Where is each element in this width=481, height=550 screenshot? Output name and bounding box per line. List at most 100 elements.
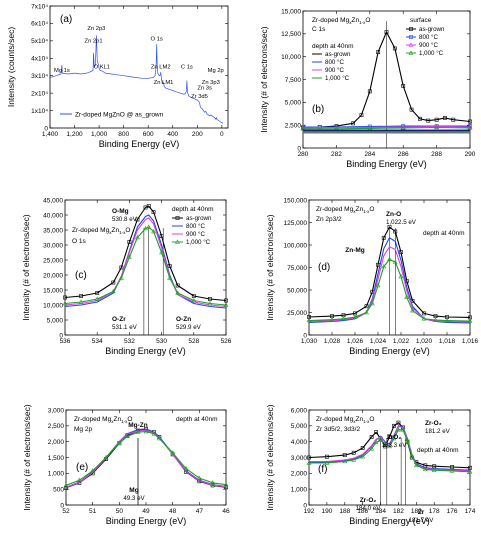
panel-c-series-line-2 [64, 217, 227, 308]
panel-c-series-0-marker-13 [191, 294, 196, 298]
panel-e-series-3-marker-12 [196, 475, 202, 480]
panel-c-series-0-marker-3 [111, 280, 116, 285]
panel-c-annotation-value-0: 530.8 eV [112, 216, 138, 223]
panel-e-title-part-4: O [127, 416, 132, 423]
panel-d-ytick-label-0: 0 [303, 332, 307, 339]
panel-d-series-0-marker-13 [422, 311, 426, 316]
panel-c-legend-title: depth at 40nm [172, 206, 214, 213]
panel-b-legend-label-1: 800 °C [419, 34, 439, 41]
panel-f-series-0-marker-0 [307, 455, 311, 460]
panel-e-xtick-label-1: 51 [89, 508, 97, 515]
panel-e-series-3-marker-14 [223, 482, 229, 487]
panel-c-panel-letter: (c) [75, 270, 87, 281]
panel-c-series-0-marker-11 [167, 264, 172, 268]
panel-e-ytick-label-1: 500 [53, 486, 64, 493]
panel-c-legend-marker-marker-0 [175, 216, 180, 220]
panel-e-ytick-label-5: 2,500 [48, 423, 65, 430]
panel-c-legend-marker-marker-3 [175, 239, 180, 244]
panel-d-series-3-marker-1 [329, 317, 335, 322]
panel-a-ytick-label-4: 4x10⁴ [31, 56, 48, 63]
panel-b-series-0-marker-7 [384, 30, 389, 34]
panel-f-series-2 [309, 426, 471, 472]
panel-e-ytick-label-6: 3,000 [48, 407, 65, 414]
panel-b-legend-label-7: 1,000 °C [325, 75, 350, 82]
panel-f-ytick-label-6: 6,000 [291, 407, 308, 414]
panel-a-peak-label-4: Mg 1s [54, 68, 70, 74]
panel-c-series-0-marker-12 [175, 283, 180, 288]
panel-f-xtick-label-9: 174 [465, 508, 476, 515]
panel-b-xtick-label-5: 290 [465, 151, 476, 158]
panel-c-ylabel: Intensity (# of electrons/sec) [21, 214, 31, 320]
panel-a-peak-label-3: O KL1 [94, 64, 110, 70]
panel-f-series-0-marker-5 [369, 435, 374, 439]
panel-d-annotation-label-0: Zn-Mg [345, 247, 365, 254]
panel-f-series-3-marker-6 [373, 439, 379, 445]
panel-d-series-3-marker-12 [410, 308, 415, 313]
panel-d-ytick-label-3: 75,000 [287, 265, 307, 272]
panel-a-xtick-label-3: 800 [118, 131, 129, 138]
panel-f-series-3-marker-19 [467, 469, 473, 474]
panel-c-ytick-label-9: 45,000 [43, 197, 63, 204]
panel-e-series-3-marker-1 [76, 477, 82, 483]
panel-e-annotation-label-0: Mg-Zn [128, 422, 148, 429]
panel-f-series-3-marker-8 [382, 441, 388, 446]
panel-b-ytick-label-6: 15,000 [281, 8, 301, 15]
panel-b-series-3-marker-3 [400, 125, 406, 130]
panel-f-series-3 [306, 427, 473, 474]
panel-b-ytick-label-0: 0 [297, 145, 301, 152]
panel-c-series-3 [62, 224, 229, 307]
panel-b-legend-label-3: 1,000 °C [419, 50, 444, 57]
panel-f-series-3-marker-2 [342, 458, 348, 464]
panel-e-series-3-marker-10 [170, 450, 176, 455]
panel-e-title: Zr-doped MgxZn1-xO [74, 416, 132, 424]
panel-f-series-line-2 [309, 426, 471, 472]
panel-e-ytick-label-2: 1,000 [48, 471, 65, 478]
panel-d-series-line-3 [308, 258, 471, 322]
panel-b-series-3-marker-4 [434, 124, 440, 130]
panel-e: 52 51 50 49 48 47 46 0 500 1,000 1,500 2,000 2,500 3,… [22, 404, 230, 526]
panel-b-title: Zr-doped MgxZn1-xO [312, 17, 370, 25]
panel-c-ytick-label-6: 30,000 [43, 242, 63, 249]
panel-a-xtick-label-4: 600 [143, 131, 154, 138]
panel-f-title-part-3: 1-x [363, 419, 370, 424]
panel-f-series-3-marker-0 [306, 460, 312, 465]
panel-f-series-3-marker-11 [396, 427, 401, 432]
panel-f-ylabel: Intensity (# of electrons/sec) [265, 404, 275, 510]
panel-d-annotation-label-1: Zn-O [386, 211, 401, 218]
panel-d-series-3-marker-14 [433, 317, 438, 322]
panel-e-title-part-0: Zr-doped Mg [74, 416, 112, 423]
panel-b-ytick-label-3: 7,500 [285, 77, 302, 84]
panel-b-ytick-label-5: 12,500 [281, 31, 301, 38]
panel-d-ytick-label-6: 150,000 [284, 197, 308, 204]
panel-e-ylabel: Intensity (# of electrons/sec) [22, 404, 32, 510]
panel-b-series-0-marker-4 [359, 113, 364, 118]
panel-b-series-0-marker-11 [417, 116, 422, 121]
panel-a-xtick-label-5: 400 [167, 131, 178, 138]
panel-b-series-0-marker-3 [351, 121, 356, 126]
panel-f-series-3-marker-18 [449, 468, 455, 473]
panel-f-series-3-marker-12 [400, 427, 406, 432]
panel-f-title-part-4: O [369, 416, 374, 423]
panel-d-xtick-label-6: 1,018 [439, 338, 456, 345]
panel-c-series-3-marker-12 [175, 290, 181, 295]
panel-c-xtick-label-1: 534 [92, 338, 103, 345]
panel-b-series-3-marker-5 [467, 125, 473, 130]
panel-d-series-3-marker-3 [352, 314, 358, 319]
panel-b-subtitle: C 1s [312, 26, 326, 33]
panel-f-annotation-value-3: 181.7 eV [409, 517, 435, 524]
panel-c-title-part-0: Zr-doped Mg [72, 227, 110, 234]
panel-f-title-part-2: Zn [355, 416, 363, 423]
panel-b: 280 282 284 286 288 290 0 2,500 5,000 7,500 10,000… [259, 8, 476, 169]
panel-b-legend-marker-marker-3 [408, 50, 414, 55]
panel-d-xlabel: Binding Energy (eV) [349, 346, 430, 356]
panel-f-annotation-label-0: ZrO₂ [387, 434, 402, 441]
panel-c-series-3-marker-5 [126, 254, 132, 259]
panel-c-series-0-marker-4 [119, 265, 124, 270]
panel-f-series-0-marker-3 [351, 450, 356, 455]
panel-c-series-0-marker-14 [208, 297, 212, 301]
panel-a-legend-label: Zr-doped MgZnO @ as_grown [75, 112, 164, 119]
panel-a: 1,400 1,200 1,000 800 600 400 200 0 0 1x10⁴ 2x10⁴ 3… [6, 3, 229, 149]
panel-d-title-part-4: O [369, 206, 374, 213]
panel-d-series-3-marker-2 [341, 316, 346, 321]
